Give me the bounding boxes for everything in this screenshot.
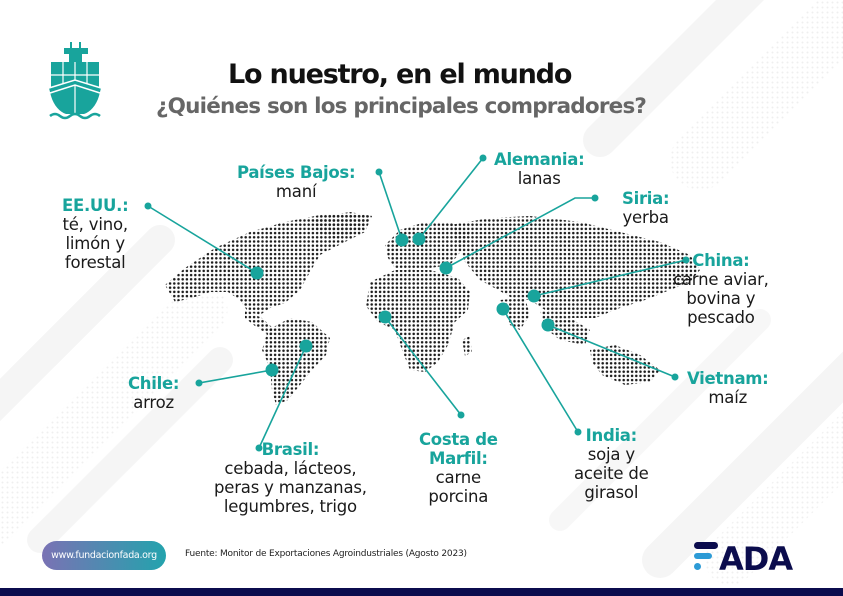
country-name: Vietnam: bbox=[687, 369, 769, 388]
country-name: Alemania: bbox=[494, 150, 585, 169]
country-name: Brasil: bbox=[261, 440, 320, 459]
buyer-vietnam: Vietnam: maíz bbox=[687, 369, 769, 407]
buyer-chile: Chile: arroz bbox=[128, 374, 180, 412]
logo-text: ADA bbox=[719, 540, 793, 572]
buyer-syria: Siria: yerba bbox=[622, 189, 670, 227]
footer-bar bbox=[0, 588, 843, 596]
source-note: Fuente: Monitor de Exportaciones Agroind… bbox=[185, 549, 467, 559]
country-name: China: bbox=[692, 251, 750, 270]
country-name: Chile: bbox=[128, 374, 180, 393]
buyer-india: India: soja y aceite de girasol bbox=[574, 426, 649, 502]
asia-shape bbox=[450, 216, 700, 318]
north-america-shape bbox=[165, 213, 372, 315]
africa-shape bbox=[366, 270, 470, 372]
cargo-ship-icon bbox=[48, 42, 102, 120]
country-name: Costa de bbox=[419, 430, 498, 449]
buyer-netherlands: Países Bajos: maní bbox=[237, 163, 356, 201]
buyer-china: China: carne aviar, bovina y pescado bbox=[673, 251, 769, 327]
buyer-germany: Alemania: lanas bbox=[494, 150, 585, 188]
buyer-brazil: Brasil: cebada, lácteos, peras y manzana… bbox=[214, 440, 367, 516]
south-america-shape bbox=[262, 318, 330, 405]
fada-logo: ADA bbox=[694, 540, 794, 572]
buyer-usa: EE.UU.: té, vino, limón y forestal bbox=[62, 196, 129, 272]
country-name: Países Bajos: bbox=[237, 163, 356, 182]
page-title: Lo nuestro, en el mundo bbox=[228, 59, 572, 90]
website-link[interactable]: www.fundacionfada.org bbox=[42, 541, 166, 570]
country-name: India: bbox=[585, 426, 638, 445]
europe-shape bbox=[385, 222, 470, 270]
country-name: EE.UU.: bbox=[62, 196, 129, 215]
country-name: Siria: bbox=[622, 189, 670, 208]
buyer-ivory-coast: Costa de Marfil: carne porcina bbox=[419, 430, 498, 506]
page-subtitle: ¿Quiénes son los principales compradores… bbox=[156, 94, 647, 119]
